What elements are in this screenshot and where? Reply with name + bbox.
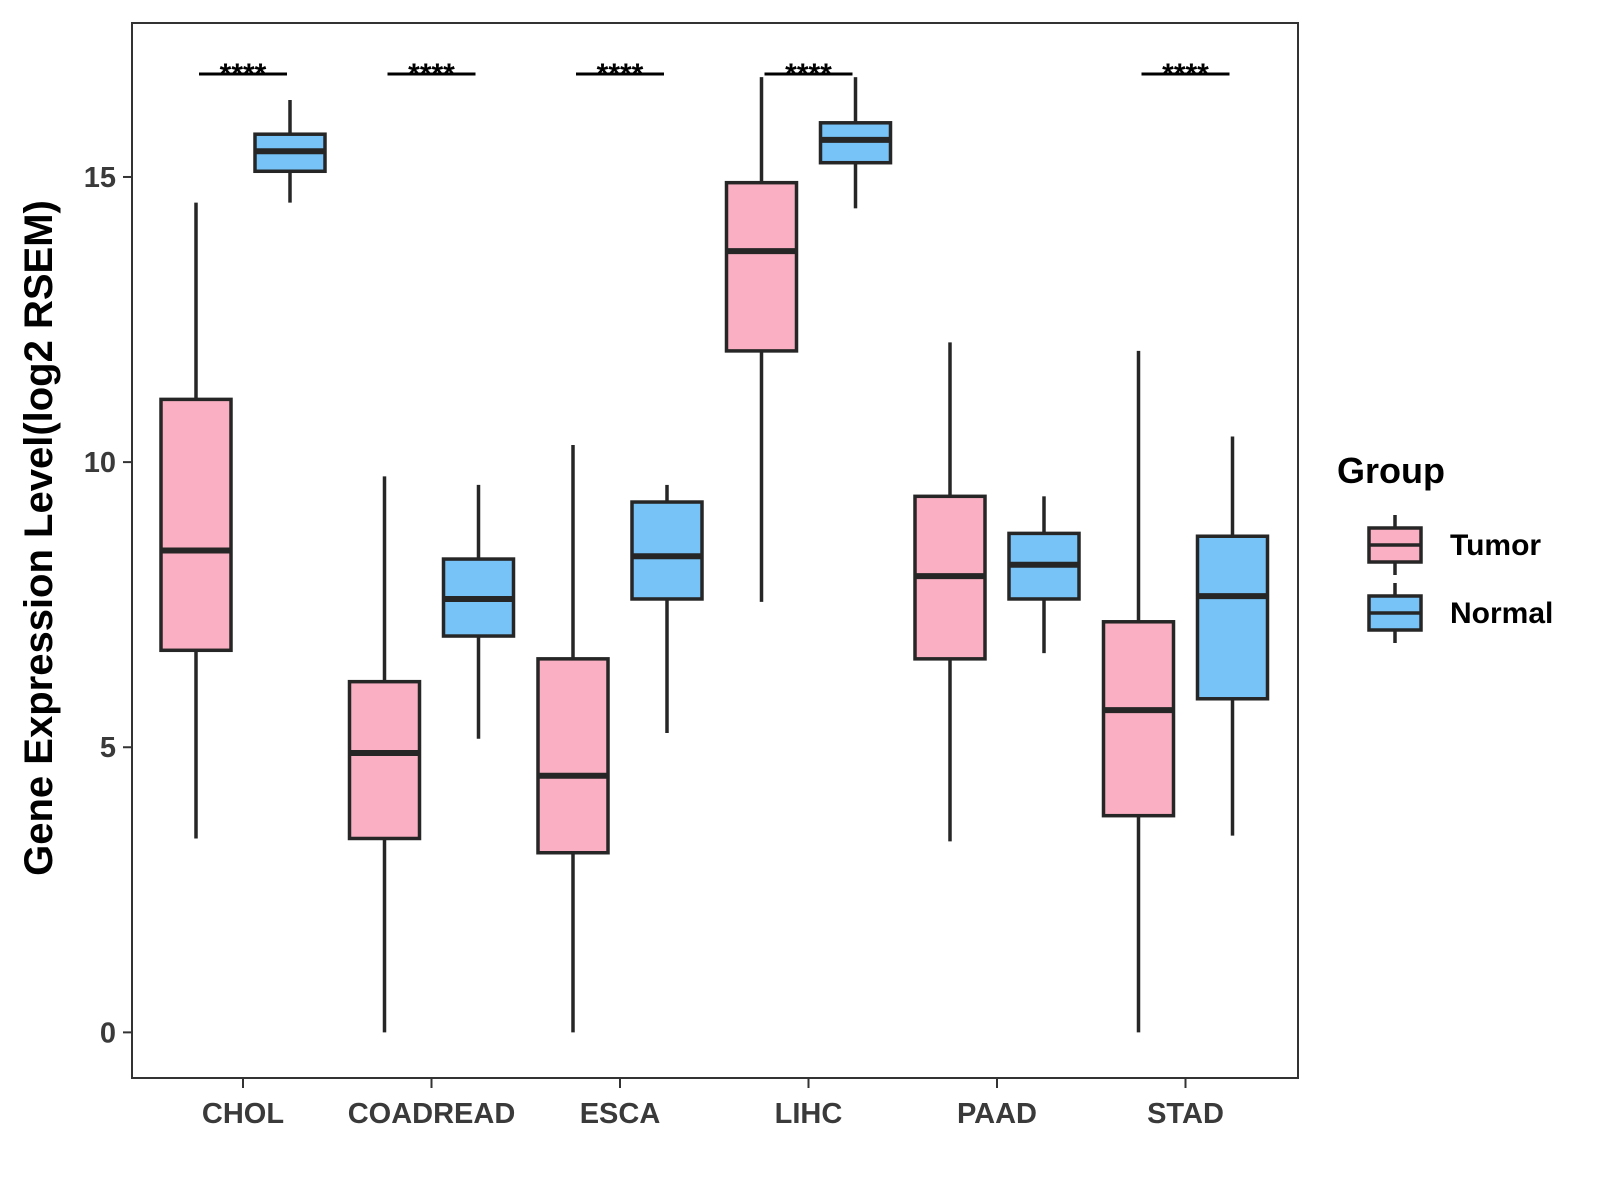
y-tick-label: 15 [84,162,116,194]
y-tick-label: 10 [84,447,116,479]
iqr-box [347,679,422,841]
legend-label: Normal [1450,597,1553,630]
x-tick-label: STAD [1147,1098,1224,1130]
x-tick-label: ESCA [580,1098,661,1130]
y-tick-label: 5 [100,732,116,764]
y-tick-label: 0 [100,1017,116,1049]
legend-item-normal: Normal [1367,583,1553,643]
normal-box-chol [253,99,327,203]
normal-box-paad [1007,496,1081,654]
plot-area: 0 5 10 15 CHOL COADREAD ESCA LIHC PAAD STAD **** **… [84,22,1299,1130]
y-axis-title: Gene Expression Level(log2 RSEM) [17,200,61,876]
tumor-box-coadread [347,476,422,1033]
iqr-box [630,500,704,601]
iqr-box [536,657,610,855]
significance-label: **** [220,58,267,91]
x-tick-label: CHOL [202,1098,284,1130]
x-tick-label: COADREAD [348,1098,516,1130]
tumor-box-chol [159,202,233,839]
legend: Group Tumor Normal [1337,450,1553,643]
significance-label: **** [408,58,455,91]
tumor-box-lihc [724,77,799,602]
tumor-box-stad [1101,350,1176,1033]
tumor-box-paad [913,342,987,842]
normal-box-stad [1195,436,1270,836]
normal-box-esca [630,484,704,733]
legend-title: Group [1337,450,1445,491]
x-tick-label: LIHC [775,1098,843,1130]
significance-label: **** [597,58,644,91]
tumor-box-esca [536,445,610,1033]
iqr-box [724,180,799,353]
significance-label: **** [785,58,832,91]
iqr-box [1195,534,1270,701]
iqr-box [1101,620,1176,818]
iqr-box [159,397,233,653]
legend-label: Tumor [1450,529,1541,562]
normal-box-coadread [441,484,516,739]
normal-box-lihc [818,77,893,209]
x-tick-label: PAAD [957,1098,1037,1130]
panel-border [131,22,1299,1079]
significance-label: **** [1162,58,1209,91]
legend-item-tumor: Tumor [1367,515,1541,575]
